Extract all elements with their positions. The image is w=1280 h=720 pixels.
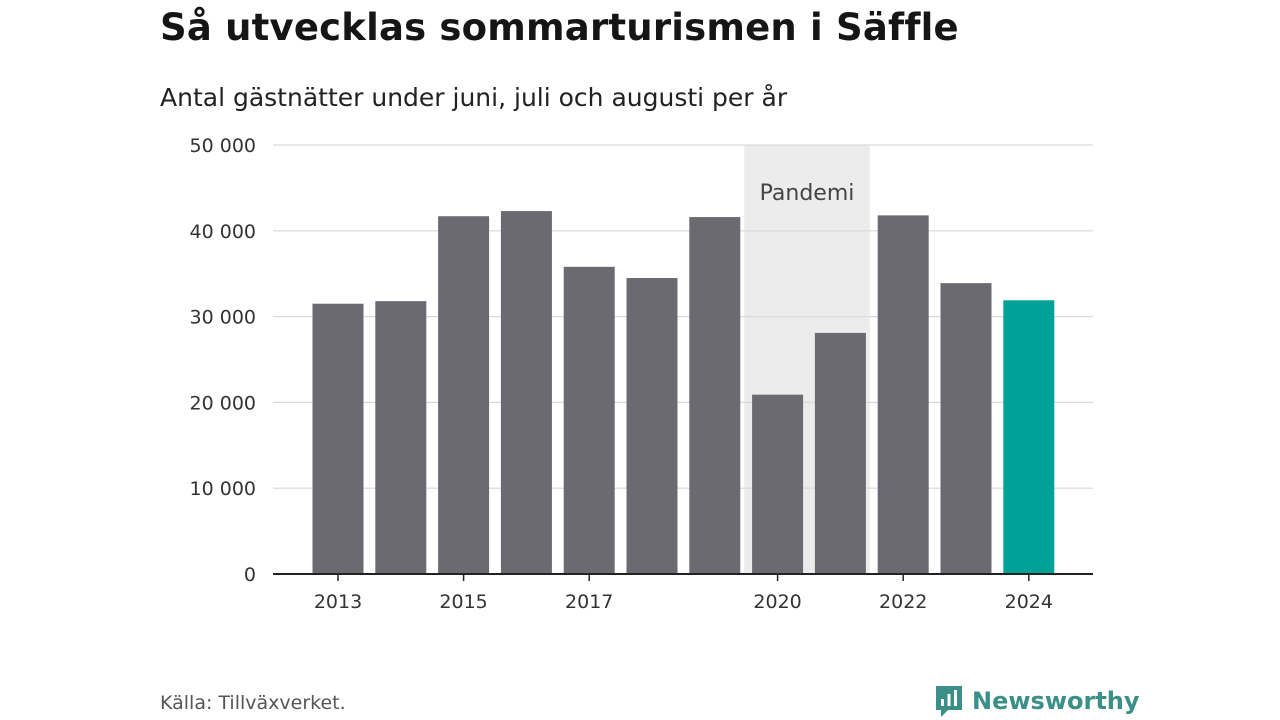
bar [500, 211, 552, 575]
brand-name: Newsworthy [972, 687, 1140, 715]
x-tick-label: 2022 [879, 591, 927, 613]
x-tick-label: 2015 [439, 591, 487, 613]
bar [563, 266, 615, 574]
brand-logo[interactable]: Newsworthy [934, 684, 1140, 718]
y-tick-label: 40 000 [190, 221, 256, 243]
bar [312, 303, 364, 574]
bar [438, 216, 490, 575]
bar [940, 283, 992, 574]
newsworthy-logo-icon [936, 686, 962, 717]
bar [689, 217, 741, 574]
bar [375, 301, 427, 574]
source-note: Källa: Tillväxverket. [160, 692, 346, 714]
chart-title: Så utvecklas sommarturismen i Säffle [160, 6, 959, 49]
x-tick-label: 2024 [1005, 591, 1053, 613]
bar-highlight [1003, 300, 1055, 574]
bar [814, 332, 866, 574]
bar-chart: 0 10 000 20 000 30 000 40 000 50 000 Pandemi 20… [190, 135, 1093, 613]
y-tick-label: 20 000 [190, 392, 256, 414]
annotation-label: Pandemi [760, 181, 855, 206]
x-tick-label: 2017 [565, 591, 613, 613]
bar [626, 277, 678, 574]
x-tick-label: 2020 [753, 591, 801, 613]
y-tick-label: 50 000 [190, 135, 256, 157]
bar [877, 215, 929, 574]
chart-subtitle: Antal gästnätter under juni, juli och au… [160, 83, 788, 112]
y-tick-label: 10 000 [190, 478, 256, 500]
y-tick-label: 30 000 [190, 307, 256, 329]
x-tick-label: 2013 [314, 591, 362, 613]
bar [752, 394, 804, 574]
y-tick-label: 0 [244, 564, 256, 586]
